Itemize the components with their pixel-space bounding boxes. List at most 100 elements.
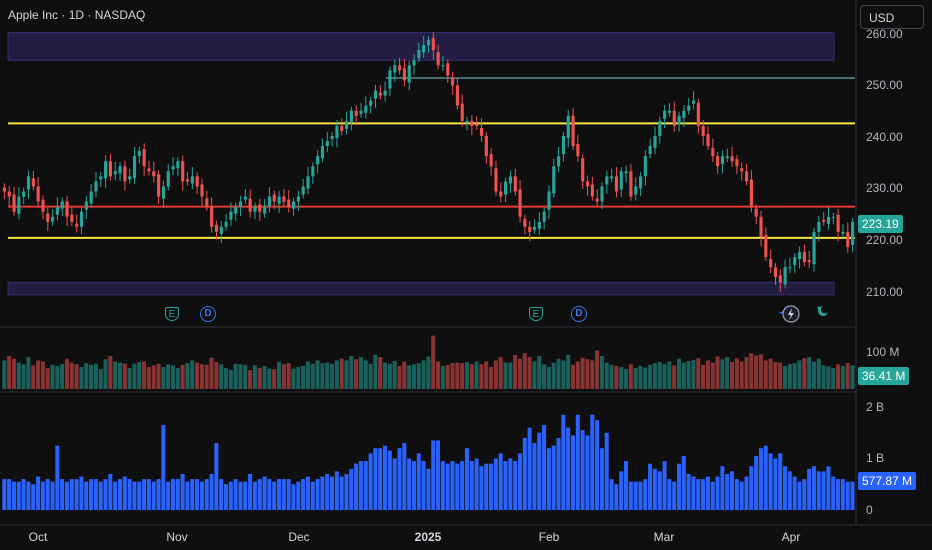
indicator-bar	[493, 458, 498, 510]
candle-body	[142, 149, 146, 167]
candle-body	[571, 115, 575, 147]
candle-body	[229, 211, 233, 220]
volume-bar	[503, 362, 508, 389]
indicator-bar	[580, 430, 585, 510]
candle-body	[470, 120, 474, 126]
volume-bar	[45, 368, 50, 389]
volume-bar	[411, 364, 416, 389]
candle-body	[248, 198, 252, 212]
volume-bar	[638, 365, 643, 389]
event-icons-group[interactable]	[776, 304, 832, 326]
candle-body	[354, 110, 358, 116]
indicator-bar	[836, 479, 841, 510]
indicator-bar	[575, 414, 580, 510]
indicator-bar	[599, 448, 604, 510]
earnings-marker-icon[interactable]: E	[529, 307, 543, 321]
volume-bar	[209, 357, 214, 389]
indicator-bar	[638, 481, 643, 510]
indicator-bar	[334, 471, 339, 510]
indicator-bar	[64, 481, 69, 510]
indicator-bar	[436, 440, 441, 510]
candle-body	[672, 110, 676, 126]
indicator-bar	[546, 448, 551, 510]
volume-bar	[291, 368, 296, 389]
price-tick-220: 220.00	[866, 233, 903, 247]
volume-bar	[185, 363, 190, 389]
indicator-bar	[74, 479, 79, 510]
candle-body	[769, 259, 773, 268]
volume-bar	[691, 359, 696, 389]
volume-bar	[436, 361, 441, 389]
volume-bar	[489, 367, 494, 389]
volume-bar	[734, 358, 739, 389]
indicator-bar	[816, 471, 821, 510]
candle-body	[836, 214, 840, 232]
indicator-bar	[725, 473, 730, 510]
candle-body	[426, 40, 431, 46]
volume-bar	[219, 364, 224, 389]
dividend-marker-icon[interactable]: D	[571, 306, 587, 322]
candle-body	[735, 159, 739, 167]
volume-bar	[522, 353, 527, 389]
indicator-bar	[696, 479, 701, 510]
candle-body	[759, 216, 763, 237]
time-label-mar: Mar	[653, 530, 675, 544]
indicator-bar	[802, 479, 807, 510]
indicator-bar	[195, 479, 200, 510]
volume-bar	[783, 365, 788, 389]
indicator-bar	[479, 466, 484, 510]
volume-bar	[310, 363, 315, 389]
indicator-bar	[469, 461, 474, 510]
lightning-circle-icon[interactable]	[782, 305, 800, 323]
earnings-marker-icon[interactable]: E	[165, 307, 179, 321]
volume-bar	[580, 357, 585, 389]
candle-body	[451, 77, 455, 86]
candle-body	[778, 275, 782, 283]
indicator-bar	[850, 481, 855, 510]
volume-bar	[50, 364, 55, 389]
candle-body	[817, 221, 821, 232]
candle-body	[590, 184, 594, 197]
candle-body	[118, 166, 122, 174]
volume-bar	[831, 368, 836, 389]
indicator-bar	[349, 468, 354, 510]
volume-bar	[778, 362, 783, 389]
volume-bar	[739, 361, 744, 389]
indicator-bar	[228, 481, 233, 510]
indicator-bar	[170, 479, 175, 510]
indicator-bar	[276, 479, 282, 510]
indicator-bar	[11, 481, 16, 510]
candle-body	[851, 221, 855, 245]
candle-body	[349, 110, 353, 123]
volume-bar	[31, 365, 36, 389]
volume-bar	[93, 363, 98, 389]
candle-body	[841, 231, 845, 234]
indicator-bar	[55, 445, 60, 510]
volume-bar	[797, 360, 802, 389]
dividend-marker-icon[interactable]: D	[200, 306, 216, 322]
candle-body	[407, 65, 411, 83]
candle-body	[325, 141, 329, 147]
indicator-bar	[556, 437, 561, 510]
indicator-bar	[402, 443, 407, 510]
volume-bar	[609, 364, 614, 389]
candle-body	[658, 120, 662, 136]
indicator-bar	[614, 484, 619, 510]
volume-bar	[223, 368, 229, 389]
candle-body	[84, 201, 88, 210]
indicator-bar	[127, 479, 132, 510]
volume-bar	[619, 367, 624, 389]
indicator-bar	[595, 419, 600, 510]
candle-body	[171, 166, 175, 170]
candle-body	[716, 156, 720, 167]
indicator-bar	[662, 461, 667, 510]
volume-bar	[301, 365, 306, 389]
indicator-bar	[701, 479, 706, 510]
candle-body	[831, 216, 835, 218]
candle-body	[46, 213, 50, 222]
currency-button[interactable]: USD	[860, 5, 924, 29]
candle-body	[508, 176, 512, 184]
indicator-bar	[281, 479, 286, 510]
